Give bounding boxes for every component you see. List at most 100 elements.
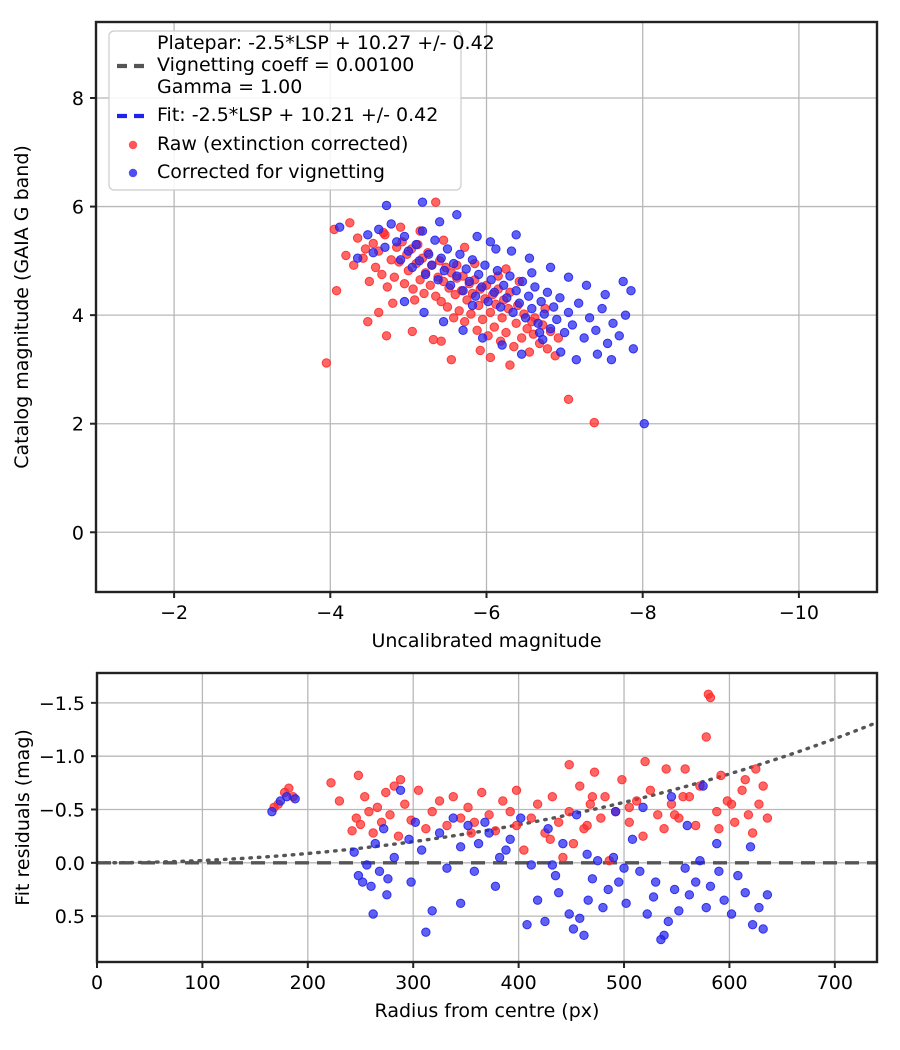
x-tick-label: 200 <box>290 972 326 994</box>
data-point <box>360 792 370 802</box>
data-point <box>743 810 754 820</box>
data-point <box>366 881 376 891</box>
data-point <box>415 275 425 285</box>
data-point <box>624 802 634 813</box>
data-point <box>399 231 410 242</box>
data-point <box>678 792 688 802</box>
data-point <box>680 764 690 774</box>
data-point <box>691 820 701 831</box>
data-point <box>536 296 546 307</box>
data-point <box>455 842 466 852</box>
data-point <box>420 269 431 280</box>
data-point <box>522 919 532 930</box>
data-point <box>526 813 536 823</box>
data-point <box>442 244 453 254</box>
data-point <box>555 347 566 357</box>
data-point <box>484 810 494 820</box>
x-tick-label: 0 <box>91 972 103 994</box>
data-point <box>353 770 364 781</box>
data-point <box>682 820 692 831</box>
data-point <box>543 823 553 834</box>
y-tick-label: −1.5 <box>39 693 85 715</box>
data-point <box>505 271 515 281</box>
data-point <box>568 924 579 934</box>
data-point <box>472 325 482 336</box>
data-point <box>564 909 574 919</box>
data-point <box>592 855 603 866</box>
data-point <box>455 249 465 260</box>
data-point <box>455 898 466 909</box>
data-point <box>485 352 496 363</box>
data-point <box>610 806 621 817</box>
data-point <box>483 296 493 307</box>
data-point <box>640 756 650 767</box>
data-point <box>379 823 389 834</box>
data-point <box>334 222 345 232</box>
data-point <box>382 890 392 900</box>
legend-marker-raw <box>128 140 138 150</box>
data-point <box>539 309 549 319</box>
data-point <box>584 313 595 323</box>
data-point <box>368 248 378 258</box>
x-tick-label: 100 <box>184 972 220 994</box>
data-point <box>602 338 613 349</box>
data-point <box>403 246 414 256</box>
series-corrected <box>267 781 773 945</box>
data-point <box>430 235 440 245</box>
data-point <box>618 276 628 287</box>
data-point <box>436 336 446 346</box>
data-point <box>582 820 592 831</box>
data-point <box>505 360 515 370</box>
data-point <box>516 333 527 343</box>
data-point <box>747 828 758 838</box>
x-tick-label: −8 <box>629 602 657 624</box>
data-point <box>745 842 756 852</box>
data-point <box>524 347 535 357</box>
data-point <box>458 325 468 336</box>
data-point <box>486 275 496 285</box>
data-point <box>477 282 487 292</box>
data-point <box>571 810 582 820</box>
data-point <box>349 260 359 270</box>
data-point <box>477 314 488 325</box>
data-point <box>458 286 468 296</box>
x-tick-label: −10 <box>779 602 819 624</box>
data-point <box>608 852 619 863</box>
data-point <box>581 280 592 290</box>
data-point <box>564 760 574 770</box>
data-point <box>399 296 410 307</box>
data-point <box>506 246 517 256</box>
data-point <box>436 253 446 263</box>
data-point <box>497 340 507 350</box>
data-point <box>351 813 361 823</box>
data-point <box>509 341 519 352</box>
data-point <box>596 813 606 823</box>
data-point <box>642 909 652 919</box>
data-point <box>526 860 536 870</box>
data-point <box>701 732 711 742</box>
data-point <box>653 810 663 820</box>
data-point <box>540 916 550 927</box>
legend-box <box>108 30 462 191</box>
y-tick-label: −0.5 <box>39 800 85 822</box>
data-point <box>353 870 364 881</box>
data-point <box>275 796 286 806</box>
data-point <box>485 307 496 318</box>
data-point <box>698 781 708 791</box>
data-point <box>614 331 624 341</box>
data-point <box>563 272 574 282</box>
data-point <box>467 255 478 265</box>
data-point <box>714 866 724 877</box>
data-point <box>519 845 529 855</box>
data-point <box>508 307 518 318</box>
data-point <box>377 269 387 280</box>
data-point <box>448 813 458 823</box>
y-tick-label: 2 <box>72 414 84 436</box>
data-point <box>505 834 515 845</box>
x-axis-title: Radius from centre (px) <box>375 1000 600 1022</box>
data-point <box>659 823 669 834</box>
data-point <box>548 302 559 312</box>
data-point <box>463 802 473 813</box>
data-point <box>413 785 424 796</box>
